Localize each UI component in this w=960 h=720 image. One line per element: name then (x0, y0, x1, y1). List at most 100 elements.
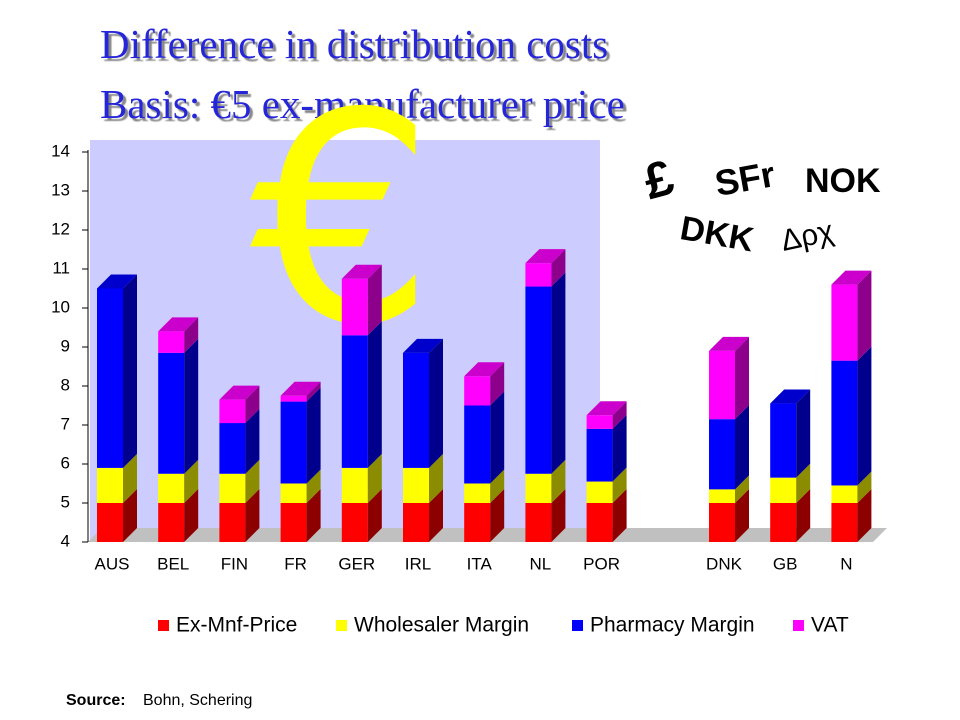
bar-segment (158, 338, 199, 474)
legend-swatch (793, 620, 804, 631)
bar-side (490, 362, 505, 406)
bar-side (306, 387, 321, 484)
bar-segment (403, 489, 443, 542)
bar-top (464, 362, 505, 377)
bar-front (219, 423, 246, 474)
x-tick-label: DNK (706, 554, 743, 573)
bar-front (709, 503, 735, 542)
bar-side (429, 338, 443, 468)
bar-front (586, 503, 613, 542)
x-tick-label: AUS (95, 554, 130, 573)
bar-side (612, 489, 627, 542)
bar-segment (158, 459, 199, 503)
bar-segment (403, 338, 443, 468)
bar-front (525, 473, 552, 503)
y-tick-label: 10 (51, 297, 70, 316)
bar-side (735, 489, 749, 542)
bar-segment (341, 264, 382, 336)
bar-front (464, 503, 491, 542)
bar-front (586, 481, 613, 503)
bar-side (612, 414, 627, 482)
bar-side (184, 338, 199, 474)
bar-front (770, 477, 797, 503)
bar-side (429, 489, 443, 542)
bar-segment (709, 489, 749, 542)
bar-side (796, 389, 811, 478)
bar-front (280, 503, 307, 542)
bar-side (490, 489, 505, 542)
bar-segment (97, 274, 137, 468)
legend-label: VAT (811, 614, 849, 637)
bar-segment (525, 249, 566, 287)
bar-segment (586, 467, 627, 503)
bar-side (245, 459, 260, 503)
x-tick-label: POR (583, 554, 620, 573)
chart-subtitle: Basis: €5 ex-manufacturer price (100, 81, 625, 127)
bar-front (341, 503, 368, 542)
bar-side (551, 459, 566, 503)
bar-side (245, 489, 260, 542)
bar-front (341, 467, 368, 503)
bar-segment (280, 489, 321, 542)
bar-segment (831, 471, 872, 503)
bar-front (97, 503, 123, 542)
bar-segment (709, 336, 749, 420)
bar-side (367, 321, 382, 468)
bar-front (97, 288, 123, 468)
bar-front (403, 352, 429, 468)
bar-front (586, 428, 613, 482)
bar-front (158, 352, 185, 474)
bar-side (367, 489, 382, 542)
bar-side (184, 317, 199, 353)
bar-front (709, 489, 735, 503)
x-tick-label: ITA (467, 554, 493, 573)
bar-side (490, 469, 505, 503)
bar-front (403, 503, 429, 542)
bar-top (709, 336, 749, 351)
bar-side (367, 264, 382, 336)
bar-side (735, 475, 749, 503)
bar-front (464, 483, 491, 503)
bar-top (97, 274, 137, 289)
y-tick-label: 9 (61, 336, 70, 355)
bar-side (612, 467, 627, 503)
bar-segment (464, 391, 505, 484)
bar-front (219, 399, 246, 424)
bar-segment (97, 453, 137, 503)
x-tick-label: GB (773, 554, 798, 573)
x-tick-label: N (840, 554, 852, 573)
bar-side (551, 272, 566, 474)
bar-side (123, 489, 137, 542)
bar-front (280, 401, 307, 484)
x-tick-label: BEL (157, 554, 189, 573)
y-tick-label: 11 (52, 258, 70, 277)
legend-label: Ex-Mnf-Price (176, 614, 297, 637)
bar-side (367, 453, 382, 503)
bar-side (551, 249, 566, 287)
bar-segment (770, 463, 811, 503)
bar-segment (831, 346, 872, 486)
bar-segment (219, 489, 260, 542)
bar-segment (770, 489, 811, 542)
bar-front (525, 263, 552, 287)
bar-front (709, 419, 735, 490)
legend-swatch (572, 620, 583, 631)
bar-side (551, 489, 566, 542)
currency-label: £ (638, 149, 680, 210)
y-tick-label: 12 (51, 219, 70, 238)
bar-top (341, 264, 382, 279)
x-tick-label: FR (284, 554, 307, 573)
bar-segment (709, 475, 749, 503)
bar-front (831, 503, 858, 542)
bar-side (490, 391, 505, 484)
bar-front (158, 503, 185, 542)
bar-segment (586, 414, 627, 482)
bar-segment (464, 469, 505, 503)
bar-front (831, 360, 858, 486)
y-tick-label: 7 (61, 414, 70, 433)
y-tick-label: 6 (61, 453, 70, 472)
bar-front (831, 284, 858, 361)
source: Bohn, Schering (143, 692, 252, 709)
bar-side (735, 405, 749, 490)
